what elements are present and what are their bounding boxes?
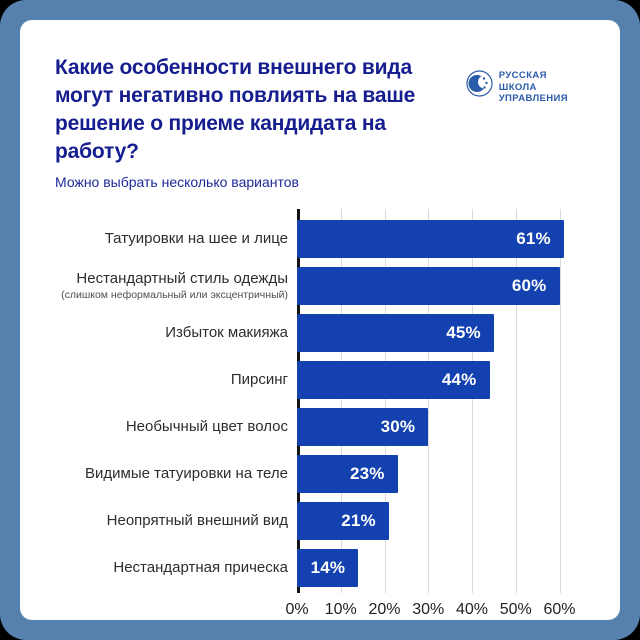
x-axis-tick: 50% [499, 601, 532, 618]
infographic-card: Какие особенности внешнего вида могут не… [20, 20, 620, 620]
category-label-text: Пирсинг [230, 371, 288, 388]
bar-row: 21% [297, 497, 577, 544]
bar: 21% [297, 501, 389, 540]
bar-row: 23% [297, 450, 577, 497]
bar: 30% [297, 407, 429, 446]
bar: 45% [297, 313, 494, 352]
page-title-line: Какие особенности внешнего вида [55, 56, 412, 79]
category-label: Нестандартный стиль одежды (слишком нефор… [55, 262, 288, 309]
bar-value-label: 14% [310, 557, 346, 577]
logo-text-line: ШКОЛА [498, 81, 537, 93]
bar-value-label: 60% [511, 275, 547, 295]
category-label: Пирсинг [55, 356, 288, 403]
category-label: Избыток макияжа [55, 309, 288, 356]
category-label: Неопрятный внешний вид [55, 497, 288, 544]
x-axis: 0% 10% 20% 30% 40% 50% 60% [55, 601, 598, 620]
logo-icon [466, 70, 493, 102]
x-axis-tick: 60% [543, 601, 576, 618]
gridline [340, 209, 342, 593]
category-label: Необычный цвет волос [55, 403, 288, 450]
bar-row: 14% [297, 544, 577, 591]
logo: РУССКАЯ ШКОЛА УПРАВЛЕНИЯ [466, 70, 568, 105]
logo-text: РУССКАЯ ШКОЛА УПРАВЛЕНИЯ [499, 70, 568, 105]
gridline [559, 209, 561, 593]
gridline [472, 209, 473, 593]
x-axis-tick: 20% [368, 601, 401, 618]
chart-subtitle: Можно выбрать несколько вариантов [55, 174, 299, 190]
gridline [384, 209, 386, 593]
bar: 61% [297, 219, 564, 258]
title-block: Какие особенности внешнего вида могут не… [55, 54, 466, 191]
category-label-text: Нестандартный стиль одежды [76, 269, 288, 287]
bar: 44% [297, 360, 490, 399]
x-axis-tick: 10% [324, 601, 357, 618]
bar-value-label: 21% [341, 510, 376, 530]
bar-value-label: 23% [350, 463, 385, 483]
y-axis-line [297, 209, 300, 593]
gridline [428, 209, 430, 593]
category-label-text: Татуировки на шее и лице [104, 230, 288, 247]
bar-row: 60% [297, 262, 577, 309]
bar-value-label: 44% [441, 369, 477, 389]
category-labels-column: Татуировки на шее и лице Нестандартный ст… [55, 215, 288, 591]
page-title-line: решение о приеме кандидата на работу? [55, 112, 386, 163]
category-note: (слишком неформальный или эксцентричный) [61, 288, 288, 301]
page-title-line: могут негативно повлиять на ваше [55, 84, 416, 107]
bars-container: 61% 60% 45% 44% 30% 23% 21% 14% [297, 215, 577, 591]
gridline [515, 209, 517, 593]
header: Какие особенности внешнего вида могут не… [55, 54, 598, 191]
bar-row: 61% [297, 215, 577, 262]
bar: 14% [297, 548, 359, 587]
logo-text-line: УПРАВЛЕНИЯ [498, 93, 568, 104]
bar: 60% [297, 266, 560, 305]
bar-chart: Татуировки на шее и лице Нестандартный ст… [55, 209, 598, 620]
bar-row: 45% [297, 309, 577, 356]
x-axis-tick: 0% [285, 601, 309, 618]
category-label-text: Необычный цвет волос [125, 418, 288, 435]
category-label-text: Избыток макияжа [165, 324, 288, 341]
logo-text-line: РУССКАЯ [498, 70, 547, 81]
x-axis-tick: 30% [412, 601, 445, 618]
bar-value-label: 61% [516, 228, 551, 248]
bar-row: 30% [297, 403, 577, 450]
x-axis-tick: 40% [455, 601, 489, 618]
bar: 23% [297, 454, 398, 493]
category-label: Татуировки на шее и лице [55, 215, 288, 262]
x-axis-ticks: 0% 10% 20% 30% 40% 50% 60% [285, 601, 577, 620]
bar-value-label: 45% [446, 322, 481, 342]
plot-area: 61% 60% 45% 44% 30% 23% 21% 14% [297, 209, 577, 593]
category-label: Видимые татуировки на теле [55, 450, 288, 497]
category-label-text: Неопрятный внешний вид [106, 512, 288, 529]
category-label-text: Нестандартная прическа [113, 559, 288, 576]
category-label-text: Видимые татуировки на теле [85, 465, 288, 482]
bar-value-label: 30% [380, 416, 416, 436]
bar-row: 44% [297, 356, 577, 403]
category-label: Нестандартная прическа [55, 544, 288, 591]
